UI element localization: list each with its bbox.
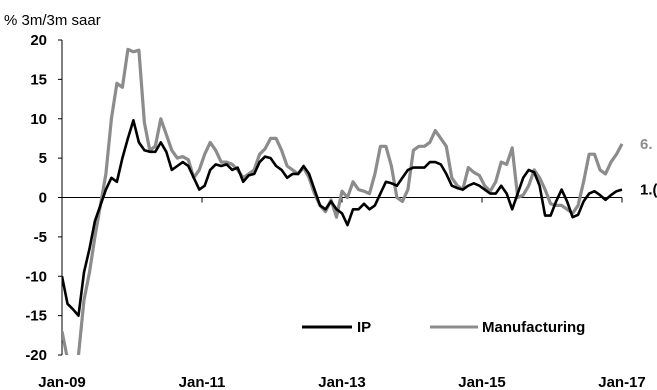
x-tick-label: Jan-15	[458, 374, 506, 390]
x-tick-label: Jan-11	[179, 374, 226, 390]
y-tick-label: 20	[30, 32, 47, 49]
y-axis-unit-label: % 3m/3m saar	[4, 12, 101, 29]
x-tick-label: Jan-17	[598, 374, 646, 390]
y-tick-label: -20	[25, 347, 47, 364]
series-line-manufacturing	[62, 47, 624, 355]
x-tick-label: Jan-09	[38, 374, 86, 390]
y-tick-label: 0	[39, 190, 47, 207]
legend-label-ip: IP	[357, 319, 371, 336]
series-line-ip	[62, 119, 623, 317]
end-label-ip: 1.(	[640, 182, 657, 199]
y-tick-label: 15	[30, 71, 47, 88]
end-label-manufacturing: 6.	[640, 136, 653, 153]
legend-label-manufacturing: Manufacturing	[482, 319, 585, 336]
y-tick-label: 10	[30, 111, 47, 128]
y-tick-label: -5	[34, 229, 47, 246]
x-tick-label: Jan-13	[318, 374, 366, 390]
y-tick-label: -10	[25, 268, 47, 285]
y-tick-label: -15	[25, 308, 47, 325]
y-tick-label: 5	[39, 150, 47, 167]
